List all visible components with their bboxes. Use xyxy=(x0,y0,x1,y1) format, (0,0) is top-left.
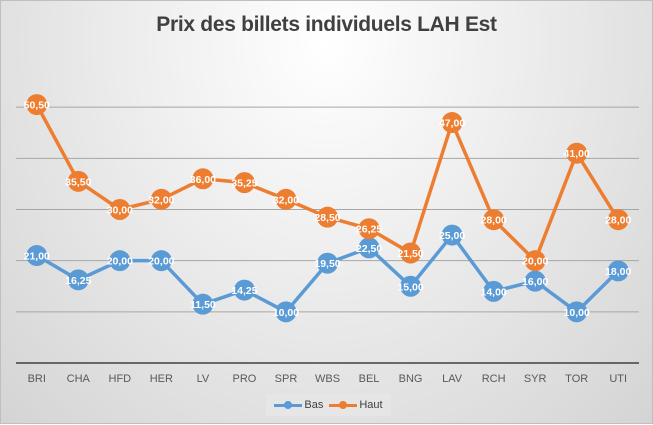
data-label-haut: 30,00 xyxy=(107,205,133,217)
data-label-haut: 41,00 xyxy=(564,148,590,160)
data-label-haut: 36,00 xyxy=(190,174,216,186)
data-point-bas xyxy=(524,270,546,292)
data-label-haut: 47,00 xyxy=(439,118,465,130)
data-point-bas xyxy=(566,301,588,323)
data-label-bas: 14,00 xyxy=(480,286,506,298)
data-label-bas: 11,50 xyxy=(190,299,216,311)
data-label-bas: 22,50 xyxy=(356,243,382,255)
data-label-haut: 32,00 xyxy=(273,194,299,206)
x-tick-label: HFD xyxy=(109,373,132,385)
data-label-bas: 16,00 xyxy=(522,276,548,288)
legend-item-haut: Haut xyxy=(329,399,383,411)
legend-swatch-bas xyxy=(274,400,303,409)
data-label-haut: 32,00 xyxy=(148,194,174,206)
data-point-bas xyxy=(317,252,338,274)
data-label-haut: 28,00 xyxy=(480,215,506,227)
x-tick-label: WBS xyxy=(315,373,340,385)
data-label-bas: 25,00 xyxy=(439,230,465,242)
data-point-haut xyxy=(607,209,629,231)
data-point-haut xyxy=(524,250,546,272)
data-point-haut xyxy=(441,112,463,134)
data-point-bas xyxy=(26,245,48,267)
data-label-haut: 50,50 xyxy=(24,100,50,112)
legend-swatch-haut xyxy=(329,400,358,409)
data-label-haut: 35,50 xyxy=(65,176,91,188)
data-point-bas xyxy=(192,293,214,315)
legend: Bas Haut xyxy=(266,394,391,416)
x-tick-label: PRO xyxy=(233,373,257,385)
data-point-bas xyxy=(441,224,463,246)
legend-item-bas: Bas xyxy=(274,399,323,411)
data-label-haut: 21,50 xyxy=(397,248,423,260)
data-label-bas: 10,00 xyxy=(564,307,590,319)
data-label-bas: 19,50 xyxy=(314,258,340,270)
data-point-haut xyxy=(67,170,89,192)
x-tick-label: CHA xyxy=(67,373,91,385)
series-line-haut xyxy=(35,103,620,263)
x-tick-label: SYR xyxy=(524,373,547,385)
data-point-bas xyxy=(358,237,380,259)
data-point-haut xyxy=(566,142,588,164)
x-tick-label: BNG xyxy=(399,373,423,385)
chart-title: Prix des billets individuels LAH Est xyxy=(156,13,497,36)
data-point-bas xyxy=(150,250,172,272)
data-label-bas: 20,00 xyxy=(107,256,133,268)
data-label-haut: 28,50 xyxy=(314,212,340,224)
data-label-haut: 35,25 xyxy=(231,178,257,190)
data-label-bas: 16,25 xyxy=(65,275,91,287)
data-point-bas xyxy=(400,275,422,297)
data-label-haut: 20,00 xyxy=(522,256,548,268)
data-point-bas xyxy=(607,260,629,282)
data-point-haut xyxy=(275,188,297,210)
data-point-haut xyxy=(317,206,338,228)
x-tick-label: BEL xyxy=(359,373,380,385)
data-point-bas xyxy=(233,279,255,301)
data-point-haut xyxy=(150,188,172,210)
x-tick-label: BRI xyxy=(28,373,46,385)
data-label-bas: 18,00 xyxy=(605,266,631,278)
data-point-haut xyxy=(483,209,505,231)
x-tick-label: LAV xyxy=(442,373,463,385)
data-point-bas xyxy=(67,269,89,291)
data-label-bas: 14,25 xyxy=(231,285,257,297)
x-tick-label: LV xyxy=(197,373,210,385)
data-label-bas: 20,00 xyxy=(148,256,174,268)
data-label-haut: 26,25 xyxy=(356,224,382,236)
x-tick-label: TOR xyxy=(565,373,588,385)
data-label-bas: 10,00 xyxy=(273,307,299,319)
data-label-haut: 28,00 xyxy=(605,215,631,227)
data-point-haut xyxy=(192,168,214,190)
data-point-bas xyxy=(109,250,131,272)
x-tick-label: UTI xyxy=(609,373,627,385)
data-point-haut xyxy=(26,94,48,116)
x-tick-label: HER xyxy=(150,373,173,385)
data-point-haut xyxy=(400,242,422,264)
x-tick-label: RCH xyxy=(482,373,506,385)
data-point-bas xyxy=(275,301,297,323)
x-tick-label: SPR xyxy=(275,373,298,385)
data-point-haut xyxy=(233,172,255,194)
legend-label-bas: Bas xyxy=(304,399,324,411)
data-point-bas xyxy=(483,280,505,302)
data-point-haut xyxy=(358,218,380,240)
data-label-bas: 15,00 xyxy=(397,281,423,293)
data-label-bas: 21,00 xyxy=(24,251,50,263)
legend-label-haut: Haut xyxy=(359,399,383,411)
data-point-haut xyxy=(109,199,131,220)
